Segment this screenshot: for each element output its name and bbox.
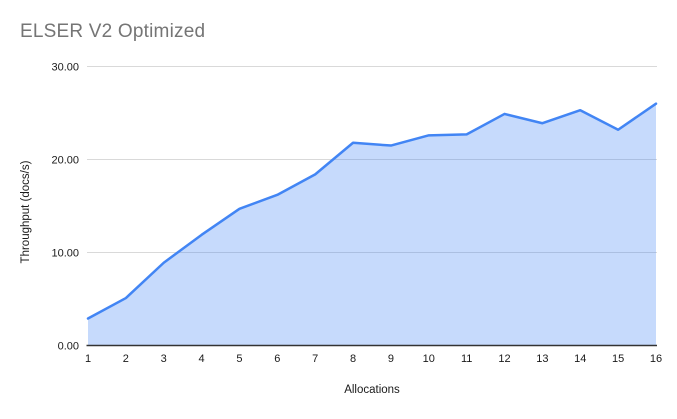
x-tick-label: 15: [612, 353, 624, 365]
x-tick-label: 13: [536, 353, 548, 365]
x-tick-label: 12: [498, 353, 510, 365]
x-tick-label: 9: [388, 353, 394, 365]
y-tick-label: 0.00: [58, 341, 79, 353]
chart-title: ELSER V2 Optimized: [20, 21, 206, 42]
x-tick-label: 4: [199, 353, 205, 365]
x-tick-label: 5: [236, 353, 242, 365]
x-tick-label: 11: [461, 353, 472, 365]
series-area: [88, 103, 656, 346]
x-tick-label: 16: [650, 353, 662, 365]
x-tick-label: 8: [350, 353, 356, 365]
x-tick-label: 7: [312, 353, 318, 365]
x-tick-label: 3: [161, 353, 167, 365]
series-line: [86, 102, 658, 320]
y-tick-label: 20.00: [51, 155, 79, 167]
y-tick-label: 10.00: [51, 248, 79, 260]
y-axis-title: Throughput (docs/s): [20, 160, 32, 263]
x-tick-label: 1: [85, 353, 91, 365]
x-tick-label: 2: [123, 353, 129, 365]
x-axis-title: Allocations: [344, 384, 400, 396]
x-tick-label: 14: [574, 353, 586, 365]
y-tick-label: 30.00: [51, 62, 79, 74]
x-tick-label: 6: [274, 353, 280, 365]
x-tick-label: 10: [423, 353, 435, 365]
